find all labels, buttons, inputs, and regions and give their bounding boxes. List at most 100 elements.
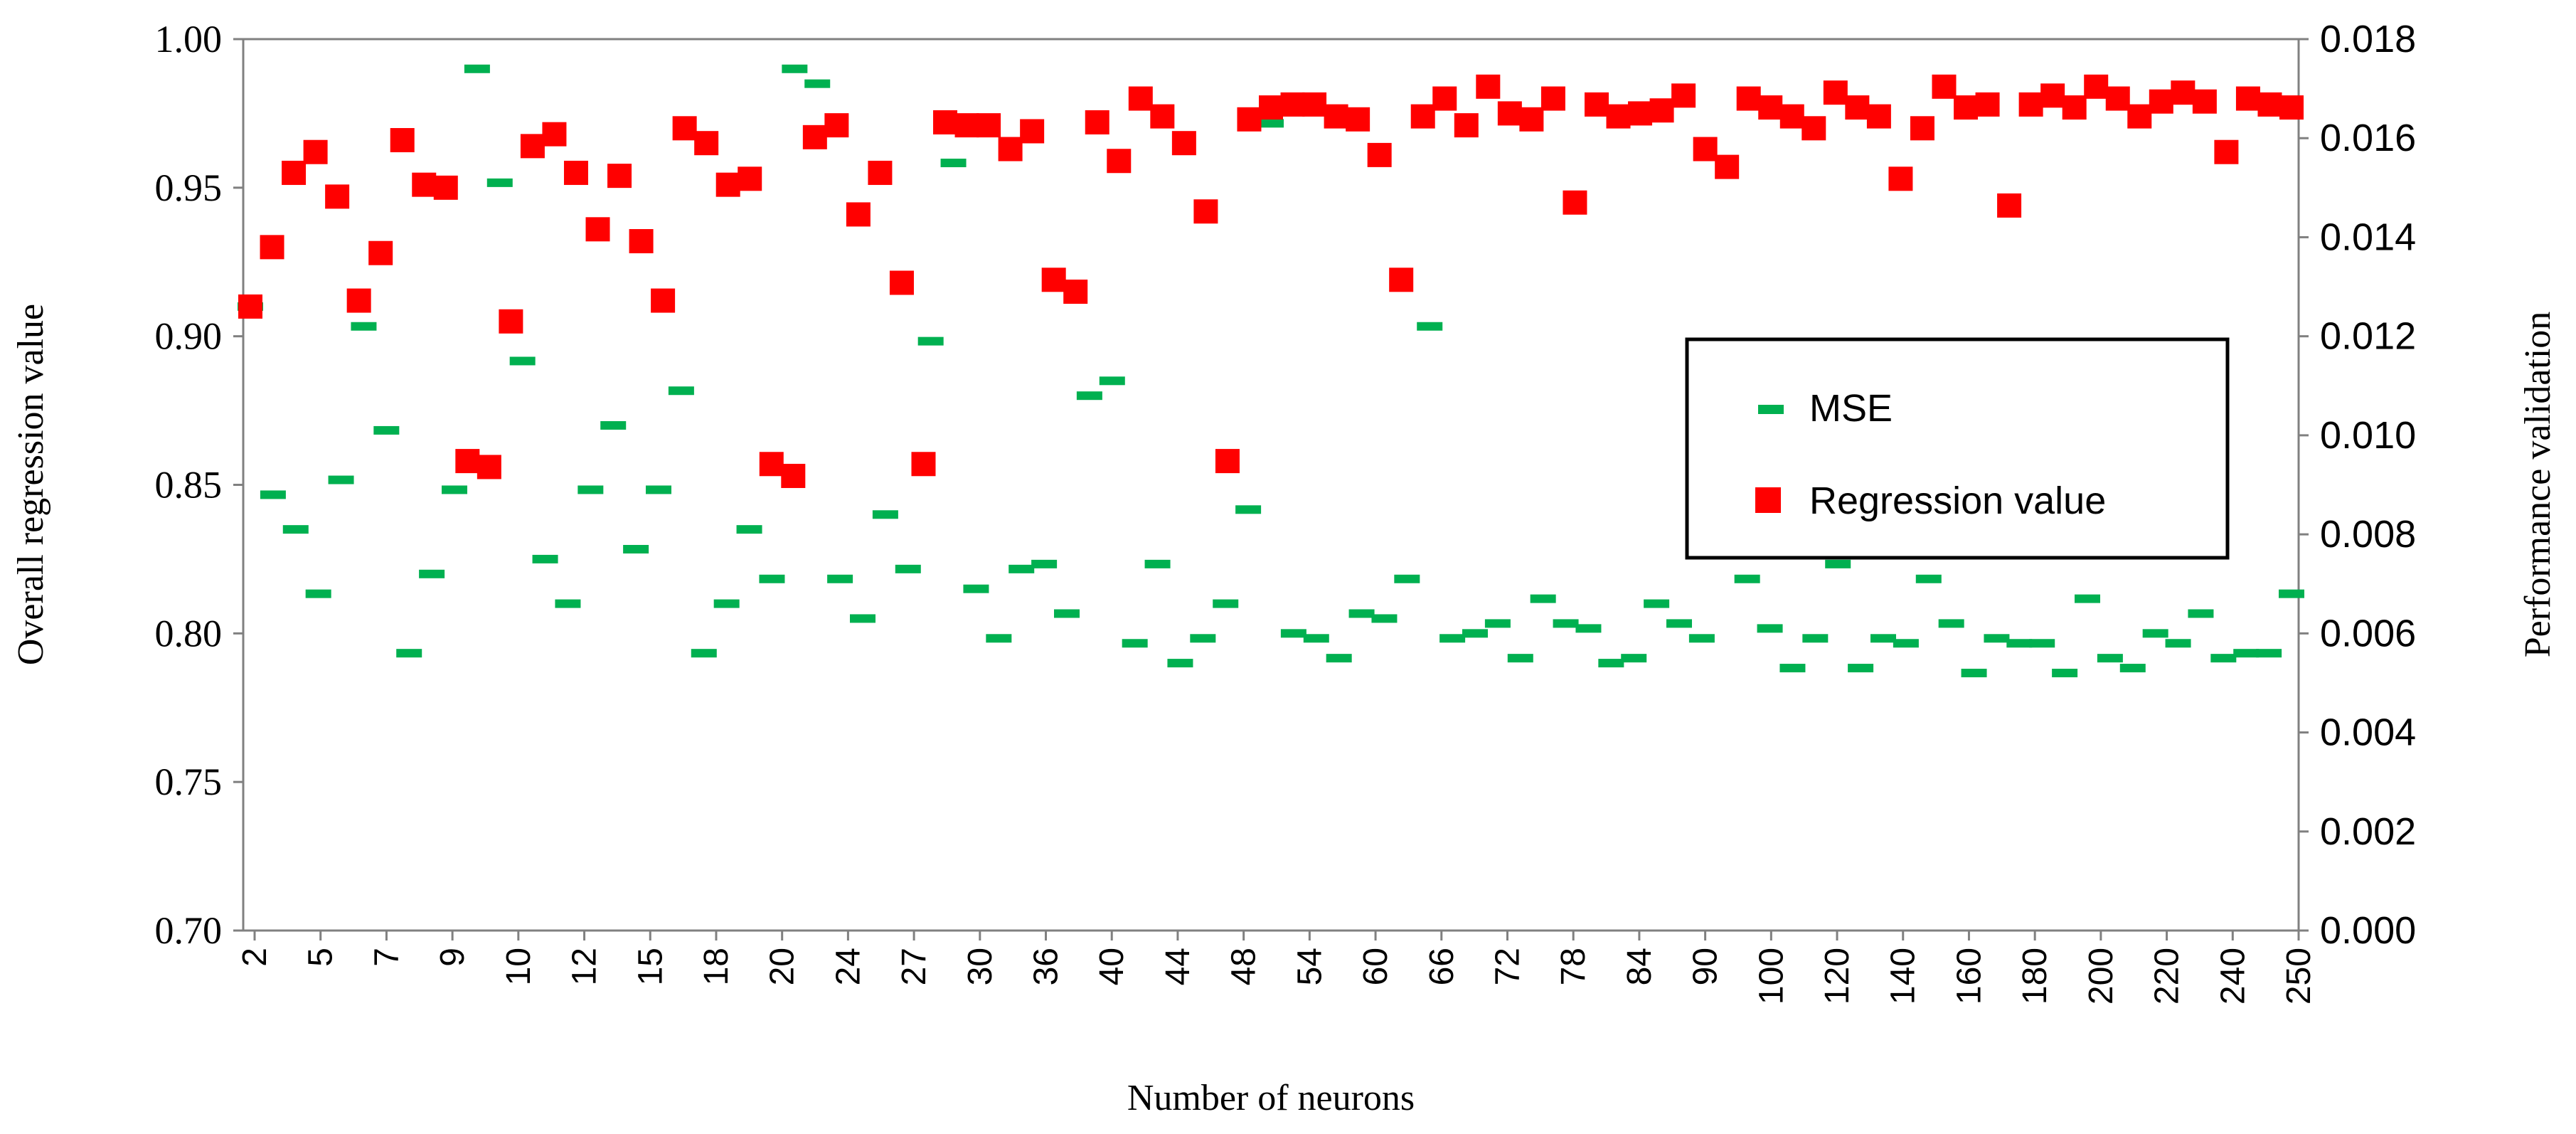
regression-point [1020,119,1045,144]
regression-point [1280,92,1305,117]
mse-point [532,554,558,563]
regression-point [346,288,371,313]
mse-point [759,574,785,583]
x-tick-label: 200 [2082,948,2120,1005]
mse-point [282,525,309,534]
legend-box [1685,337,2230,560]
x-tick-label: 160 [1950,948,1988,1005]
regression-point [368,240,393,265]
regression-point [1193,199,1218,224]
mse-point [1167,659,1193,668]
x-tick-label: 140 [1885,948,1922,1005]
regression-point [1410,104,1435,129]
mse-point [1530,594,1556,603]
mse-point [2075,594,2100,603]
x-tick-label: 180 [2016,948,2054,1005]
x-tick-label: 12 [566,948,604,985]
regression-point [1779,104,1804,129]
x-axis-title: Number of neurons [1127,1078,1415,1118]
mse-point [895,564,921,573]
regression-point [1563,190,1587,215]
regression-point [563,160,588,185]
mse-point [1417,322,1443,331]
right-tick-label: 0.008 [2320,513,2416,556]
mse-point [600,420,627,430]
mse-point [1348,609,1375,618]
right-tick-label: 0.002 [2320,810,2416,853]
mse-point [940,159,967,168]
regression-point [260,235,284,260]
mse-point [713,599,740,608]
x-ticks: 2 5 7 9 10 12 15 18 20 24 27 30 36 40 44 48 54 60 66 72 78 84… [236,931,2318,1005]
regression-point [2192,89,2217,114]
mse-point [691,649,717,658]
mse-point [1575,624,1602,633]
mse-point [1893,639,1919,648]
regression-point [715,172,740,197]
mse-point [1054,609,1080,618]
mse-point [646,485,671,494]
x-tick-label: 72 [1489,948,1526,985]
regression-point [1107,149,1132,174]
right-tick-label: 0.014 [2320,216,2416,258]
regression-point [824,113,849,138]
mse-point [1848,664,1874,673]
x-tick-label: 36 [1028,948,1065,985]
regression-point [1910,116,1934,141]
mse-point [782,64,808,73]
series-regression [238,74,2304,488]
mse-point [486,178,513,187]
mse-point [827,574,853,583]
mse-point [986,634,1012,643]
x-tick-label: 78 [1555,948,1592,985]
regression-point [499,309,523,334]
left-tick-label: 0.95 [155,166,223,209]
mse-point [1666,619,1692,628]
x-tick-label: 24 [829,948,867,985]
mse-point [555,599,581,608]
mse-point [1099,376,1125,386]
regression-point [520,134,545,159]
mse-point [2006,639,2033,648]
mse-point [1688,634,1715,643]
mse-point [804,79,831,88]
mse-point [1280,629,1306,638]
mse-point [1122,639,1148,648]
regression-point [1540,86,1565,111]
mse-point [373,425,400,435]
x-tick-label: 18 [698,948,735,985]
mse-point [2029,639,2055,648]
x-tick-label: 10 [500,948,538,985]
regression-point [998,137,1023,161]
right-tick-label: 0.010 [2320,414,2416,457]
regression-point [1150,104,1175,129]
regression-point [1085,110,1109,134]
regression-point [238,294,262,319]
regression-point [1888,166,1913,191]
right-tick-label: 0.006 [2320,612,2416,655]
mse-point [963,584,989,593]
legend-mse-marker [1758,405,1784,414]
regression-point [2105,86,2130,111]
regression-point [303,139,328,164]
regression-point [325,184,350,209]
x-tick-label: 250 [2280,948,2318,1005]
x-tick-label: 9 [434,948,472,967]
regression-point [954,113,979,138]
regression-point [2127,104,2152,129]
mse-point [2188,609,2214,618]
mse-point [872,510,898,519]
regression-point [433,175,458,200]
regression-point [390,128,415,153]
regression-point [1845,95,1870,120]
regression-point [1171,131,1196,156]
regression-point [651,288,676,313]
right-y-ticks: 0.000 0.002 0.004 0.006 0.008 0.010 0.012 0.014… [2299,18,2416,952]
mse-point [1779,664,1806,673]
regression-point [1649,98,1674,123]
x-tick-label: 7 [368,948,405,967]
regression-point [1389,267,1414,292]
left-y-ticks: 0.70 0.75 0.80 0.85 0.90 0.95 1.00 [155,18,243,952]
mse-point [1484,619,1511,628]
